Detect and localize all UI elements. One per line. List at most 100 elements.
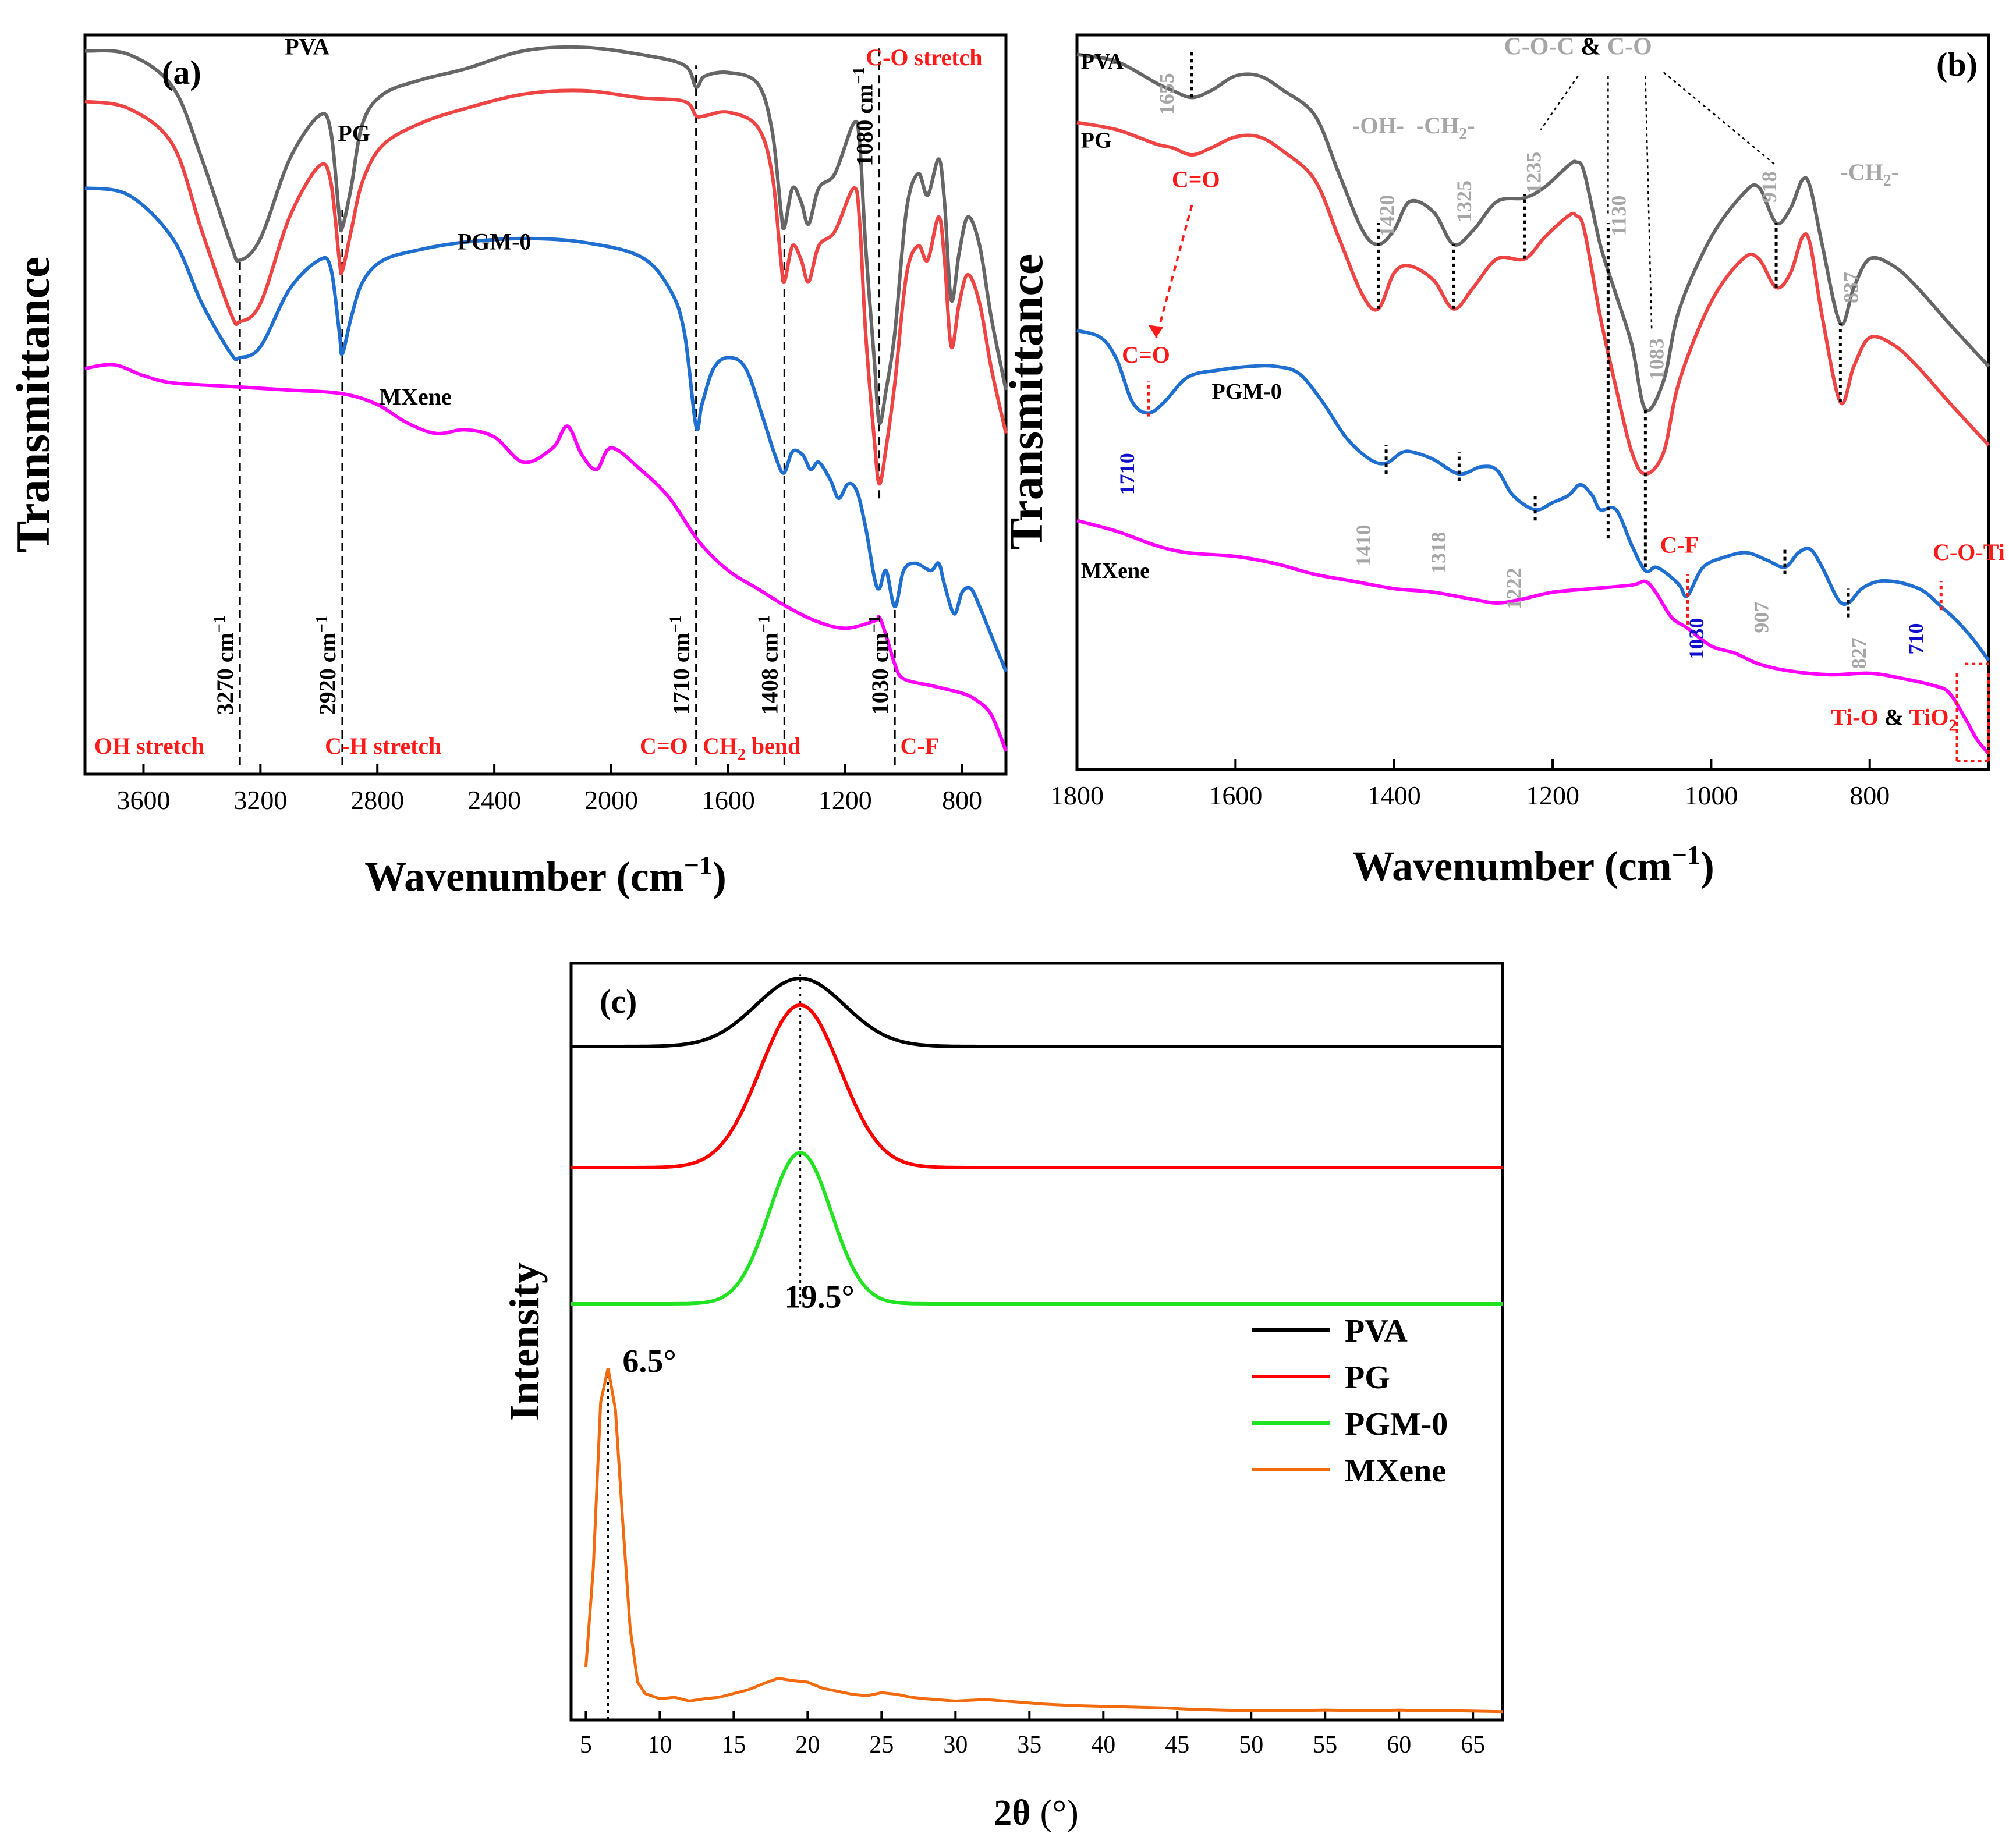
panel-c-xtick-label: 15 <box>721 1732 746 1758</box>
panel-b-curve-label: PGM-0 <box>1211 379 1281 404</box>
panel-b-group-label-tail: - <box>1891 159 1899 185</box>
panel-b-leader-line <box>1645 76 1653 331</box>
panel-a-top-label: C-O stretch <box>866 44 982 70</box>
panel-c-annotation: 6.5° <box>622 1343 676 1379</box>
panel-a-region-label-tail: bend <box>746 733 801 759</box>
panel-c-xtick-label: 55 <box>1313 1732 1337 1758</box>
panel-a-label: (a) <box>162 54 201 91</box>
panel-c-xtick-label: 35 <box>1017 1732 1041 1758</box>
panel-a-ref-label-text: 2920 cm <box>314 633 341 715</box>
panel-b-group-label-text: C-O-Ti <box>1933 539 2005 565</box>
panel-b-group-label-text: C=O <box>1122 342 1170 368</box>
panel-a-series-pg <box>84 88 1008 486</box>
panel-a-ref-label: 1710 cm−1 <box>667 615 695 715</box>
panel-b-curve-label: PG <box>1081 129 1112 153</box>
panel-a-ref-label-sup: −1 <box>851 67 869 84</box>
panel-b-coc-label-part2: & <box>1575 33 1607 60</box>
panel-c-xtick-label: 30 <box>943 1732 968 1758</box>
panel-b-group-label: C-O-Ti <box>1933 539 2005 565</box>
panel-b-coc-label-part3: C-O <box>1607 33 1652 60</box>
panel-b-series-mxene <box>1076 519 1990 755</box>
panel-c-series-pgm-0 <box>571 1150 1503 1306</box>
panel-a-xtick-label: 3600 <box>116 785 170 815</box>
panel-c-legend-label: PG <box>1345 1360 1390 1396</box>
panel-c-xtick-label: 40 <box>1091 1732 1115 1758</box>
panel-b-tio-label-part3: TiO <box>1909 704 1948 730</box>
panel-a-series-mxene <box>84 363 1008 752</box>
panel-c-xtick-label: 60 <box>1387 1732 1411 1758</box>
panel-a-ref-label-sup: −1 <box>755 615 773 633</box>
panel-c-xtick-label: 50 <box>1239 1732 1263 1758</box>
panel-a-frame <box>83 33 1008 776</box>
panel-b-peak-label: 827 <box>1847 637 1870 669</box>
panel-c-plot: 5 10 15 20 25 30 35 40 45 50 55 60 65 19.5° 6.5° PVA PG P… <box>571 974 1503 1758</box>
panel-b-coc-label: C-O-C & C-O <box>1504 33 1652 60</box>
panel-a-region-label: OH stretch <box>94 733 204 759</box>
panel-a-xtick-label: 3200 <box>233 785 287 815</box>
panel-a-xtick-label: 1600 <box>701 785 755 815</box>
panel-c-xlabel-main: 2θ <box>994 1793 1030 1833</box>
panel-b-peak-label: 1420 <box>1376 195 1399 237</box>
panel-c-ylabel: Intensity <box>501 1262 548 1421</box>
panel-b-tio-label-sub: 2 <box>1949 717 1957 735</box>
panel-c-xtick-label: 65 <box>1461 1732 1485 1758</box>
panel-b-group-label: -CH2- <box>1416 112 1475 143</box>
panel-b-arrow-head <box>1148 325 1164 338</box>
panel-b-xtick-label: 1600 <box>1209 781 1262 810</box>
panel-c-xtick-label: 10 <box>647 1732 672 1758</box>
panel-c-series-pg <box>571 1003 1503 1169</box>
panel-a-ref-label-sup: −1 <box>313 615 331 633</box>
panel-b-tio-label: Ti-O & TiO2 <box>1831 704 1957 735</box>
panel-b-group-label-text: -CH <box>1840 159 1883 185</box>
panel-b-curve-label: MXene <box>1081 559 1150 583</box>
panel-b: 1800 1600 1400 1200 1000 800 PVA PG PGM-0 MXene 16… <box>1000 33 2005 889</box>
panel-a-xtick-label: 2000 <box>584 785 638 815</box>
panel-c-xtick-label: 20 <box>795 1732 820 1758</box>
panel-a-ref-label-sup: −1 <box>667 615 685 633</box>
panel-b-leader-line <box>1663 72 1777 166</box>
panel-c-legend-label: PGM-0 <box>1345 1406 1448 1442</box>
panel-a-curve-label: PGM-0 <box>458 228 532 254</box>
panel-a-ylabel: Transmittance <box>6 257 59 553</box>
panel-b-peak-label: 1410 <box>1352 524 1375 566</box>
panel-b-plot: 1800 1600 1400 1200 1000 800 PVA PG PGM-0 MXene 16… <box>1050 33 2005 810</box>
panel-b-group-label: C-F <box>1660 532 1699 558</box>
panel-a-ref-label: 3270 cm−1 <box>211 615 238 715</box>
panel-b-peak-label: 1318 <box>1427 532 1450 574</box>
panel-c-xtick-label: 25 <box>869 1732 894 1758</box>
panel-b-tio-label-part1: Ti-O <box>1831 704 1879 730</box>
panel-b-curve-label: PVA <box>1081 49 1124 74</box>
panel-b-arrow-line <box>1155 204 1193 338</box>
panel-a-xtick-label: 2800 <box>350 785 404 815</box>
panel-a-region-label-text: OH stretch <box>94 733 204 759</box>
panel-b-peak-label: 710 <box>1904 623 1927 655</box>
panel-a-ref-label-text: 3270 cm <box>212 633 238 715</box>
panel-b-group-label-text: C-F <box>1660 532 1699 558</box>
panel-a-ref-label: 1030 cm−1 <box>866 615 893 715</box>
panel-a-region-label-text: CH <box>703 733 738 759</box>
panel-c-xtick-label: 45 <box>1165 1732 1189 1758</box>
panel-a-xlabel: Wavenumber (cm−1) <box>364 850 727 900</box>
panel-a-region-label-text: C-H stretch <box>325 733 441 759</box>
panel-b-series-pg <box>1076 120 1990 476</box>
panel-a-ref-label-sup: −1 <box>211 615 229 633</box>
panel-a-xlabel-end: ) <box>713 853 727 900</box>
panel-b-peak-label: 1222 <box>1503 567 1526 609</box>
panel-b-group-label-text: -CH <box>1416 112 1459 139</box>
panel-c: 5 10 15 20 25 30 35 40 45 50 55 60 65 19.5° 6.5° PVA PG P… <box>501 962 1504 1833</box>
panel-a: 3600 3200 2800 2400 2000 1600 1200 800 PVA PG PGM-… <box>6 33 1008 900</box>
panel-a-ref-label-text: 1408 cm <box>756 633 782 715</box>
panel-b-xtick-label: 800 <box>1849 781 1890 810</box>
panel-b-peak-label: 1325 <box>1452 180 1476 222</box>
panel-a-ref-label-text: 1030 cm <box>867 633 893 715</box>
panel-a-curve-label: MXene <box>379 384 451 410</box>
panel-c-xlabel-unit: (°) <box>1040 1793 1079 1833</box>
panel-a-series-pgm-0 <box>84 186 1008 672</box>
panel-b-peak-label: 1130 <box>1607 196 1630 236</box>
panel-a-series-pva <box>84 45 1008 425</box>
panel-b-xtick-label: 1400 <box>1367 781 1421 810</box>
panel-b-group-label: C=O <box>1172 166 1220 192</box>
panel-b-xlabel-main: Wavenumber (cm <box>1352 843 1672 889</box>
panel-a-region-label: C-F <box>901 733 940 759</box>
